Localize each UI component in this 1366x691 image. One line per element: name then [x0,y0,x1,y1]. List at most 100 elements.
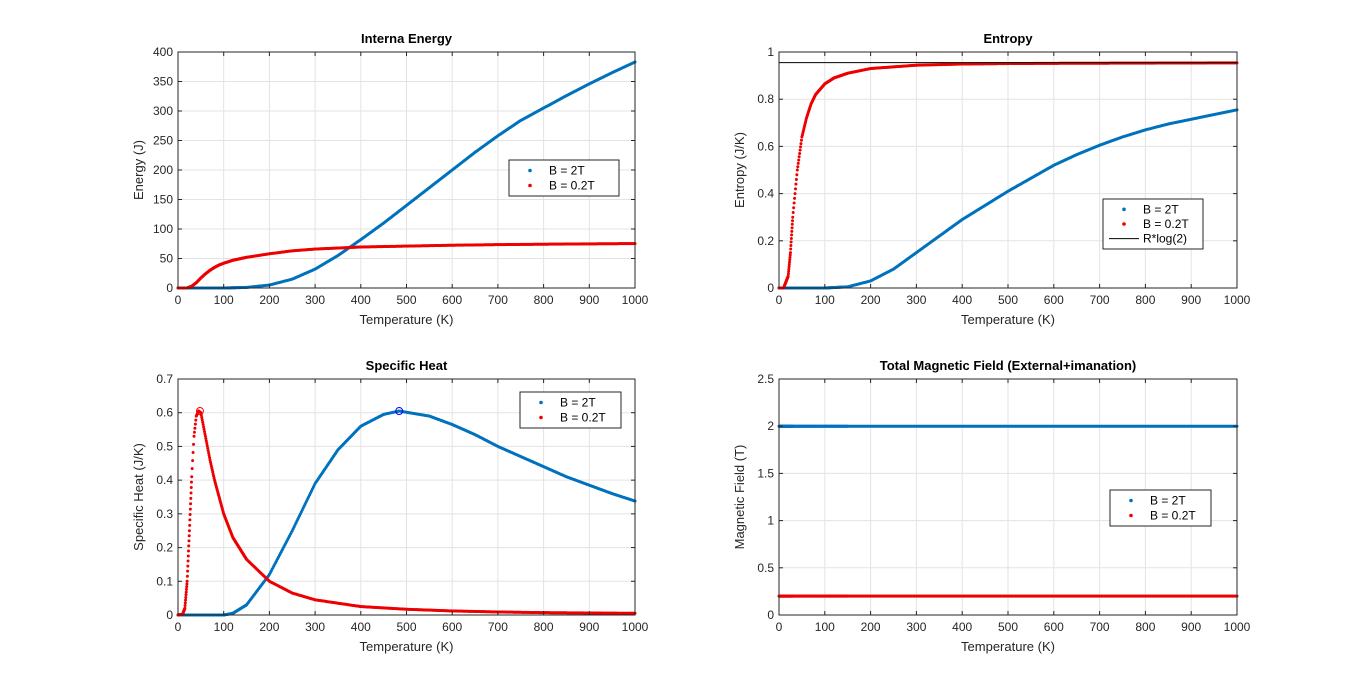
x-tick-label: 200 [861,293,881,307]
legend-label: B = 2T [560,396,596,410]
legend-dot-marker [539,415,543,420]
data-point [797,155,801,159]
data-point [188,518,192,522]
legend-box [508,159,620,197]
legend: B = 2TB = 0.2T [508,159,620,197]
data-point [183,606,187,610]
x-tick-label: 300 [305,293,325,307]
x-tick-label: 300 [906,293,926,307]
x-tick-label: 900 [579,293,599,307]
data-point [789,236,793,240]
data-point [184,598,188,602]
x-tick-label: 600 [442,293,462,307]
data-point [797,158,801,162]
data-point [789,240,793,244]
chart-title: Interna Energy [361,31,453,46]
data-point [799,142,803,146]
data-point [790,233,794,237]
data-point [184,595,188,599]
x-tick-label: 800 [534,293,554,307]
data-point [793,192,797,196]
data-point [189,491,193,495]
data-point [793,187,797,191]
data-point [186,559,190,563]
data-point [787,267,791,271]
data-point [788,258,792,262]
x-axis-label: Temperature (K) [360,312,454,327]
x-tick-label: 400 [351,620,371,634]
data-point [183,601,187,605]
data-point [187,539,191,543]
chart-magnetic-field: 0 100 200 300 400 500 600 700 800 900 100000.511.5… [732,358,1251,654]
legend-dot-marker [539,400,543,405]
data-point [798,151,802,155]
data-point [788,255,792,259]
legend-label: B = 2T [549,164,585,178]
y-tick-label: 1 [767,45,774,59]
x-tick-label: 0 [175,620,182,634]
data-point [794,177,798,181]
data-point [789,247,793,251]
data-point [799,138,803,142]
data-point [194,418,198,422]
data-point [186,569,190,573]
data-point [791,210,795,214]
x-tick-label: 1000 [622,620,649,634]
legend-dot-marker [528,183,532,188]
data-point [791,219,795,223]
data-point [790,229,794,233]
y-tick-label: 150 [153,193,173,207]
data-point [793,196,797,200]
data-point [192,434,196,438]
x-tick-label: 600 [442,620,462,634]
legend-label: B = 2T [1143,202,1179,216]
y-axis-label: Specific Heat (J/K) [131,443,146,551]
x-tick-label: 0 [776,293,783,307]
data-point [186,554,190,558]
data-point [187,534,191,538]
data-point [186,564,190,568]
series-b-2t [777,424,1239,428]
data-point [795,173,799,177]
data-point [790,226,794,230]
legend-dot-marker [528,168,532,173]
y-axis-label: Entropy (J/K) [732,132,747,208]
x-tick-label: 200 [259,620,279,634]
data-point [792,201,796,205]
data-point [792,206,796,210]
legend: B = 2TB = 0.2TR*log(2) [1102,198,1204,250]
y-tick-label: 350 [153,75,173,89]
y-tick-label: 0.6 [757,139,774,153]
data-point [189,502,193,506]
x-tick-label: 700 [488,293,508,307]
data-point [187,549,191,553]
x-tick-label: 300 [305,620,325,634]
chart-title: Specific Heat [366,358,448,373]
y-tick-label: 250 [153,134,173,148]
y-tick-label: 300 [153,104,173,118]
series-b-0-2t [176,242,637,290]
data-point [795,168,799,172]
data-point [184,590,188,594]
x-tick-label: 800 [1135,293,1155,307]
chart-title: Entropy [983,31,1033,46]
y-tick-label: 400 [153,45,173,59]
y-tick-label: 200 [153,163,173,177]
y-tick-label: 0.7 [156,372,173,386]
y-tick-label: 0 [166,281,173,295]
x-tick-label: 700 [1090,293,1110,307]
data-point [192,442,196,446]
x-tick-label: 100 [214,620,234,634]
data-point [185,582,189,586]
x-tick-label: 900 [1181,293,1201,307]
data-point [787,262,791,266]
data-point [787,269,791,273]
x-tick-label: 400 [952,293,972,307]
data-point [184,587,188,591]
data-point [189,480,193,484]
data-point [791,215,795,219]
x-tick-label: 1000 [1224,293,1251,307]
y-tick-label: 100 [153,222,173,236]
x-tick-label: 200 [259,293,279,307]
